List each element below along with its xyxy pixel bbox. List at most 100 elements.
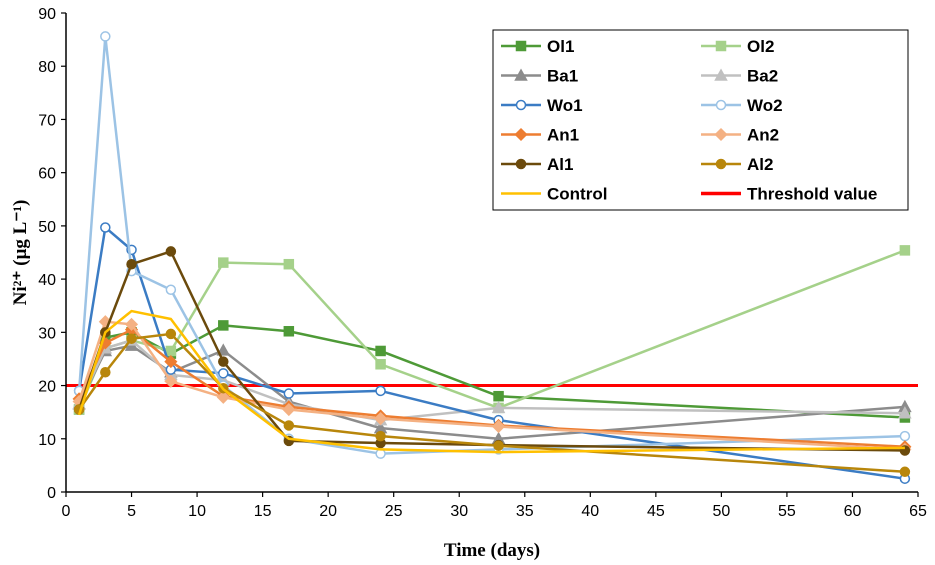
ol2-point (165, 345, 177, 357)
legend-label: Al1 (547, 155, 573, 174)
tick-labels-group: 0 5 10 15 20 25 30 35 40 45 50 55 60 65 0 10 20 30 40 50 60 7… (38, 6, 927, 520)
y-tick-label: 50 (38, 219, 56, 236)
x-tick-label: 5 (127, 503, 136, 520)
ol1-point (218, 320, 229, 331)
ba2-point (491, 400, 506, 414)
y-tick-label: 60 (38, 166, 56, 183)
al2-point (715, 158, 727, 170)
an1-point (164, 355, 178, 369)
series-group (72, 31, 912, 484)
an2-point (164, 374, 178, 388)
series-ol2 (73, 245, 911, 415)
ol2-point (899, 245, 911, 256)
legend-label: Ol2 (747, 37, 774, 56)
control-line (77, 309, 905, 454)
x-tick-label: 15 (254, 503, 272, 520)
series-ba2 (72, 333, 912, 426)
legend-item-threshold-value: Threshold value (701, 185, 877, 204)
legend-label: Al2 (747, 155, 773, 174)
wo1-point (283, 388, 295, 399)
legend-label: Threshold value (747, 185, 877, 204)
y-tick-label: 70 (38, 112, 56, 129)
y-tick-label: 40 (38, 272, 56, 289)
x-tick-label: 35 (516, 503, 534, 520)
y-tick-label: 0 (47, 485, 56, 502)
wo1-point (100, 222, 111, 233)
legend-item-ol1: Ol1 (501, 37, 574, 56)
wo2-point (165, 284, 177, 296)
ba2-point (714, 68, 728, 81)
legend-label: Ol1 (547, 37, 574, 56)
an2-point (124, 317, 139, 331)
al2-point (100, 367, 111, 378)
legend-label: Control (547, 185, 607, 204)
legend: Ol1 Ol2 Ba1 Ba2 Wo1 Wo2 An1 An2 Al1 Al2 Control Thr… (492, 29, 909, 211)
legend-item-an1: An1 (501, 126, 579, 145)
x-tick-label: 45 (647, 503, 665, 520)
legend-item-wo1: Wo1 (501, 96, 583, 115)
y-tick-label: 90 (38, 6, 56, 23)
legend-label: Ba1 (547, 67, 578, 86)
an2-point (491, 419, 506, 434)
y-tick-label: 10 (38, 432, 56, 449)
wo1-point (375, 385, 386, 397)
legend-label: Wo1 (547, 96, 583, 115)
legend-item-al2: Al2 (701, 155, 773, 174)
legend-label: An1 (547, 126, 579, 145)
legend-label: Ba2 (747, 67, 778, 86)
an2-point (714, 127, 728, 142)
y-tick-label: 80 (38, 59, 56, 76)
ba2-point (898, 406, 912, 419)
wo2-point (100, 31, 111, 42)
an2-point (374, 411, 388, 426)
x-tick-label: 0 (62, 503, 71, 520)
legend-label: An2 (747, 126, 779, 145)
y-tick-label: 20 (38, 379, 56, 396)
ol1-point (515, 40, 527, 52)
x-tick-label: 25 (385, 503, 403, 520)
ol2-point (375, 359, 386, 370)
legend-item-ba2: Ba2 (701, 67, 778, 86)
ol1-point (283, 326, 295, 337)
an1-point (514, 127, 528, 142)
al2-point (165, 328, 177, 340)
y-axis-label: Ni²⁺ (µg L⁻¹) (10, 200, 31, 306)
al2-point (375, 430, 386, 442)
al2-point (899, 466, 911, 478)
ol1-point (493, 390, 504, 402)
legend-item-ol2: Ol2 (701, 37, 774, 56)
x-tick-label: 10 (188, 503, 206, 520)
legend-item-an2: An2 (701, 126, 779, 145)
wo2-point (899, 430, 911, 442)
wo2-point (715, 99, 727, 111)
x-tick-label: 60 (844, 503, 862, 520)
wo1-point (515, 99, 527, 111)
ol2-point (218, 257, 229, 268)
legend-item-wo2: Wo2 (701, 96, 783, 115)
al2-point (283, 420, 295, 431)
x-tick-label: 50 (712, 503, 730, 520)
x-tick-label: 55 (778, 503, 796, 520)
al1-point (126, 258, 137, 270)
legend-box (492, 29, 909, 211)
x-tick-label: 65 (909, 503, 927, 520)
ol2-point (715, 40, 727, 52)
al1-point (218, 356, 229, 367)
x-tick-label: 20 (319, 503, 337, 520)
an2-point (282, 402, 296, 417)
al1-point (515, 158, 527, 170)
ba1-point (216, 343, 231, 356)
y-tick-label: 30 (38, 325, 56, 342)
legend-item-al1: Al1 (501, 155, 573, 174)
legend-item-ba1: Ba1 (501, 67, 578, 86)
ba1-point (514, 68, 528, 81)
axes-group (65, 13, 918, 493)
an2-point (216, 390, 230, 404)
x-axis-label: Time (days) (444, 540, 540, 561)
al1-point (165, 246, 177, 257)
series-control (77, 309, 905, 454)
ba2-line (77, 339, 905, 422)
ol2-point (283, 258, 295, 270)
al2-point (493, 440, 504, 451)
